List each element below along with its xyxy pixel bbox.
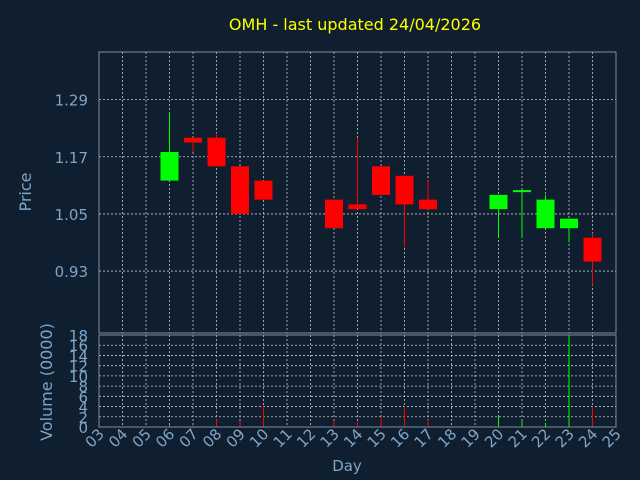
price-tick-label: 0.93 [55,263,88,281]
x-tick-label: 16 [387,425,413,451]
candles [160,113,602,286]
x-tick-label: 11 [270,425,296,451]
volume-tick-label: 4 [78,399,88,417]
x-tick-label: 22 [528,425,554,451]
x-tick-label: 14 [340,425,366,451]
candle-body [372,166,390,195]
candle-body [325,199,343,229]
volume-tick-label: 10 [69,368,88,386]
price-tick-label: 1.05 [55,206,88,224]
candle-body [348,204,367,210]
x-tick-label: 04 [105,425,131,451]
volume-tick-label: 16 [69,337,88,355]
x-tick-label: 21 [505,425,531,451]
price-axis-label: Price [16,172,35,211]
candle-body [254,180,273,200]
x-tick-label: 13 [317,425,343,451]
candle-body [419,199,437,210]
volume-tick-label: 18 [69,327,88,345]
price-plot-frame [98,51,617,334]
x-tick-label: 06 [152,425,178,451]
x-tick-label: 18 [434,425,460,451]
x-tick-label: 20 [481,425,507,451]
x-tick-label: 10 [246,425,272,451]
candle-body [560,218,578,229]
x-tick-label: 19 [458,425,484,451]
volume-tick-label: 6 [78,388,88,406]
x-tick-label: 23 [552,425,578,451]
candle-body [160,152,179,181]
x-axis-label: Day [332,457,362,475]
volume-tick-label: 0 [78,419,88,437]
x-tick-label: 25 [599,425,625,451]
chart-title: OMH - last updated 24/04/2026 [229,15,481,34]
price-tick-label: 1.29 [55,92,88,110]
grid [98,52,617,428]
candle-body [536,199,555,229]
x-tick-label: 12 [293,425,319,451]
x-tick-label: 17 [411,425,437,451]
plot-frames [98,51,617,428]
candle-body [583,237,602,262]
x-tick-label: 24 [575,425,601,451]
volume-tick-label: 2 [78,409,88,427]
x-tick-label: 09 [223,425,249,451]
x-tick-label: 08 [199,425,225,451]
volume-tick-label: 8 [78,378,88,396]
candle-body [395,175,414,205]
x-tick-label: 07 [176,425,202,451]
x-tick-label: 05 [129,425,155,451]
volume-plot-frame [98,334,617,428]
volume-tick-label: 12 [69,358,88,376]
candle-body [231,166,249,214]
volume-tick-label: 14 [69,347,88,365]
candle-body [184,137,202,143]
candle-body [489,194,508,210]
volume-axis-label: Volume (0000) [37,323,56,441]
candle-body [513,190,531,193]
candle-body [207,137,226,167]
price-tick-label: 1.17 [55,149,88,167]
x-tick-label: 15 [364,425,390,451]
